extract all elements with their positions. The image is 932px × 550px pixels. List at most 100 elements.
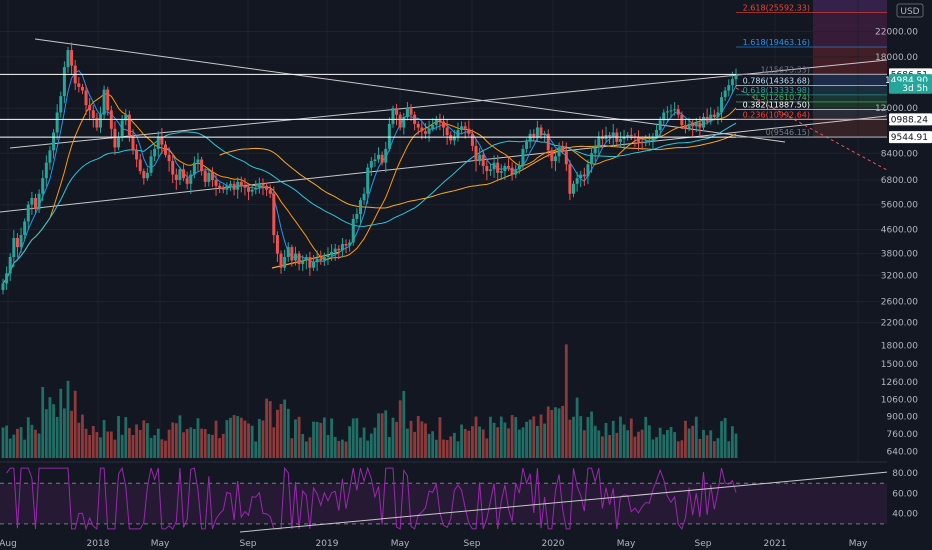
candle-body — [351, 218, 355, 243]
volume-bar — [716, 438, 720, 458]
volume-bar — [406, 428, 409, 458]
volume-bar — [214, 420, 218, 458]
candle-body — [358, 200, 362, 214]
candle-body — [5, 273, 9, 284]
candle-body — [257, 183, 261, 188]
candle-body — [113, 128, 117, 148]
candle-body — [185, 178, 189, 184]
volume-bar — [507, 428, 510, 458]
fib-band — [813, 85, 887, 95]
volume-bar — [276, 409, 279, 458]
candle-body — [373, 159, 377, 162]
candle-body — [330, 251, 334, 256]
fib-band — [813, 119, 887, 138]
volume-bar — [471, 426, 474, 458]
candle-body — [579, 174, 583, 179]
volume-bar — [499, 416, 503, 458]
time-tick: 2020 — [542, 539, 565, 549]
volume-bar — [395, 421, 398, 458]
candle-body — [543, 133, 547, 136]
price-tag-label: 3d 5h — [902, 84, 928, 94]
candle-body — [420, 127, 424, 132]
volume-bar — [532, 416, 536, 458]
volume-bar — [517, 429, 521, 458]
volume-bar — [575, 397, 579, 458]
volume-bar — [16, 428, 19, 458]
candle-body — [553, 156, 557, 162]
volume-bar — [730, 426, 734, 458]
ma-mid-line — [2, 93, 737, 284]
candle-body — [600, 136, 604, 140]
fib-label: 1(15673.33) — [760, 65, 810, 74]
volume-bar — [366, 440, 370, 458]
ma-slow-line — [2, 122, 737, 284]
fib-labels: 2.618(25592.33) 1.618(19463.16) 1(15673.33… — [736, 3, 887, 138]
volume-bar — [84, 428, 88, 458]
fib-label: 0.236(10992.64) — [743, 110, 810, 119]
volume-bar — [676, 441, 680, 458]
volume-bar — [539, 414, 543, 458]
candle-body — [160, 136, 164, 145]
candle-body — [391, 108, 395, 124]
candle-body — [138, 159, 142, 172]
volume-bar — [409, 420, 413, 458]
volume-bar — [637, 431, 640, 458]
candle-body — [290, 247, 294, 261]
candle-body — [236, 181, 240, 190]
volume-bar — [561, 405, 565, 458]
volume-bar — [127, 428, 131, 458]
candle-body — [131, 135, 135, 151]
volume-bar — [146, 423, 149, 458]
candle-body — [315, 258, 319, 263]
candle-body — [178, 169, 182, 181]
volume-bar — [622, 424, 626, 458]
volume-bar — [200, 428, 203, 458]
candle-body — [514, 169, 518, 175]
volume-bar — [138, 430, 142, 458]
candle-body — [387, 123, 391, 149]
volume-bar — [297, 416, 301, 458]
candle-body — [293, 253, 297, 261]
volume-bar — [590, 411, 593, 458]
candle-body — [727, 85, 731, 91]
candle-body — [366, 167, 370, 194]
candle-body — [640, 141, 644, 144]
candle-body — [272, 193, 276, 236]
price-tick: 22000.00 — [875, 28, 918, 38]
volume-bar — [315, 421, 319, 458]
volume-bar — [521, 427, 525, 458]
time-tick: May — [617, 539, 636, 549]
candle-body — [611, 132, 615, 137]
candle-body — [48, 150, 52, 163]
volume-bar — [95, 432, 99, 458]
candle-body — [510, 167, 514, 175]
volume-bar — [557, 408, 561, 458]
candle-body — [8, 256, 12, 274]
volume-bar — [586, 417, 590, 458]
volume-bar — [651, 439, 655, 458]
volume-bar — [460, 424, 463, 458]
candle-body — [167, 154, 171, 162]
candle-body — [597, 136, 601, 148]
volume-bar — [474, 416, 478, 458]
volume-bar — [290, 438, 294, 458]
volume-bar — [178, 415, 182, 458]
candle-body — [716, 112, 720, 117]
volume-bar — [268, 401, 272, 458]
candle-body — [434, 119, 438, 126]
candle-body — [550, 150, 554, 162]
candle-body — [261, 183, 265, 186]
price-tag-label: 10988.24 — [885, 115, 928, 125]
volume-bar — [341, 439, 344, 458]
candle-body — [694, 122, 698, 127]
volume-bar — [391, 417, 395, 458]
candle-body — [709, 114, 713, 122]
candle-body — [626, 135, 630, 137]
volume-bar — [185, 429, 189, 458]
volume-bar — [254, 441, 258, 458]
candle-body — [622, 136, 626, 140]
candle-body — [62, 67, 66, 97]
candle-body — [214, 180, 218, 186]
volume-bar — [283, 399, 287, 458]
